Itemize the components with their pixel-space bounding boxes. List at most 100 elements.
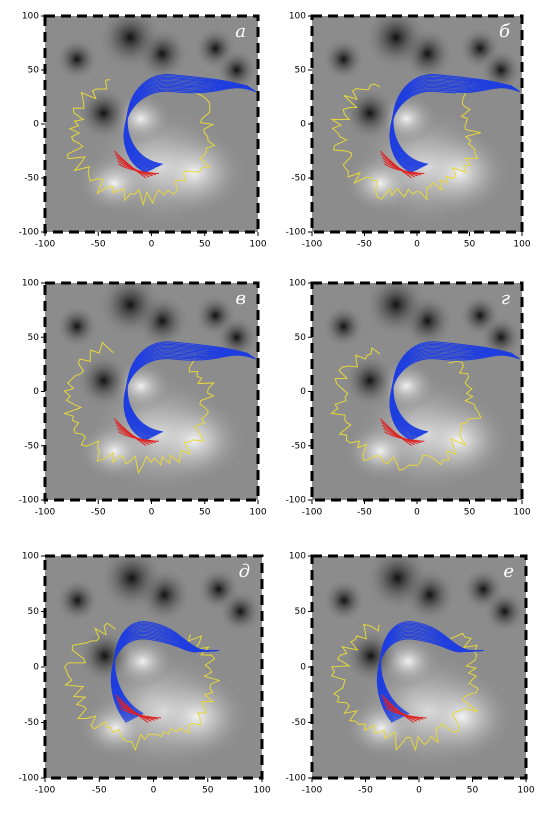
x-tick-label: -100 (35, 240, 56, 250)
y-tick-label: 0 (33, 387, 39, 397)
field-line (126, 341, 248, 433)
panel: д -100 -50 0 50 100 -100 -50 0 50 100 (19, 552, 271, 796)
y-tick-label: 100 (22, 552, 39, 562)
x-tick-label: 100 (517, 786, 534, 796)
x-tick-label: -100 (302, 786, 323, 796)
y-tick-label: -100 (19, 496, 40, 506)
y-tick-label: 50 (295, 66, 307, 76)
contour (63, 341, 215, 475)
magnetogram-image (45, 556, 262, 778)
y-tick-label: 50 (295, 333, 307, 343)
x-tick-label: -100 (35, 508, 56, 518)
x-tick-label: -100 (302, 508, 323, 518)
field-line-red (117, 427, 156, 443)
dark-region (98, 16, 163, 70)
panel: а -100 -50 0 50 100 -100 -50 0 50 100 (19, 12, 267, 250)
contour (66, 79, 216, 207)
bright-region (406, 129, 512, 216)
field-line-red (382, 157, 419, 177)
x-tick-label: 100 (249, 508, 266, 518)
field-line-red (116, 424, 153, 445)
y-tick-label: 50 (295, 607, 307, 617)
y-tick-label: 0 (300, 387, 306, 397)
y-tick-label: 50 (28, 66, 40, 76)
contour (330, 347, 482, 471)
panel-label: д (239, 561, 250, 582)
dark-region (343, 86, 396, 141)
y-tick-label: -50 (24, 174, 39, 184)
y-tick-label: 100 (289, 279, 306, 289)
dark-region (322, 37, 365, 81)
x-tick-label: 0 (149, 240, 155, 250)
y-tick-label: -50 (24, 718, 39, 728)
field-line (112, 631, 209, 720)
dark-region (99, 556, 165, 612)
bright-region (142, 672, 252, 762)
y-tick-label: -50 (24, 441, 39, 451)
panel-label: б (499, 21, 511, 42)
field-line (114, 621, 220, 715)
field-line-red (385, 707, 427, 719)
y-tick-label: -100 (286, 774, 307, 784)
field-line (111, 634, 207, 721)
x-tick-label: 50 (464, 240, 476, 250)
field-line-red (382, 424, 419, 445)
bright-region (77, 696, 154, 760)
panel: е -100 -50 0 50 100 -100 -50 0 50 100 (286, 552, 535, 796)
x-tick-label: -50 (358, 786, 373, 796)
y-tick-label: -100 (19, 774, 40, 784)
bright-region (408, 672, 516, 762)
x-tick-label: 0 (151, 786, 157, 796)
y-tick-label: 50 (28, 333, 40, 343)
bright-region (406, 396, 512, 484)
x-tick-label: 0 (149, 508, 155, 518)
y-tick-label: -100 (19, 228, 40, 238)
dark-region (365, 556, 430, 612)
field-line (111, 635, 206, 722)
contour (63, 622, 221, 752)
y-tick-label: -100 (286, 496, 307, 506)
field-line (377, 635, 470, 722)
dark-region (364, 283, 428, 338)
dark-region (218, 589, 262, 634)
dark-region (55, 578, 100, 623)
x-tick-label: -50 (91, 240, 106, 250)
field-line-red (116, 157, 153, 177)
y-tick-label: 100 (289, 552, 306, 562)
x-tick-label: 100 (253, 786, 270, 796)
y-tick-label: 0 (33, 663, 39, 673)
x-tick-label: -50 (92, 786, 107, 796)
x-tick-label: -100 (302, 240, 323, 250)
x-tick-label: -100 (35, 786, 56, 796)
dark-region (364, 16, 428, 70)
x-tick-label: -50 (357, 508, 372, 518)
field-line-red (384, 704, 424, 720)
x-tick-label: 100 (513, 508, 530, 518)
x-tick-label: 50 (199, 240, 211, 250)
magnetogram-image (312, 16, 522, 232)
field-line-red (384, 431, 425, 442)
dark-region (76, 86, 131, 141)
magnetogram-image (45, 16, 258, 232)
x-tick-label: 0 (416, 786, 422, 796)
field-line-red (383, 427, 422, 443)
dark-region (98, 283, 163, 338)
magnetogram-image (312, 556, 526, 778)
contour (330, 83, 481, 201)
field-line-red (384, 163, 425, 175)
field-line (392, 341, 512, 433)
y-tick-label: 0 (33, 120, 39, 130)
dark-region (76, 353, 131, 408)
bright-region (344, 696, 419, 760)
x-tick-label: 0 (414, 240, 420, 250)
x-tick-label: 50 (464, 508, 476, 518)
x-tick-label: 50 (199, 508, 211, 518)
dark-region (55, 304, 99, 349)
y-tick-label: -50 (291, 441, 306, 451)
panel-label: г (501, 288, 510, 309)
x-tick-label: -50 (357, 240, 372, 250)
contour (330, 623, 479, 752)
y-tick-label: 100 (22, 279, 39, 289)
dark-region (322, 304, 365, 349)
